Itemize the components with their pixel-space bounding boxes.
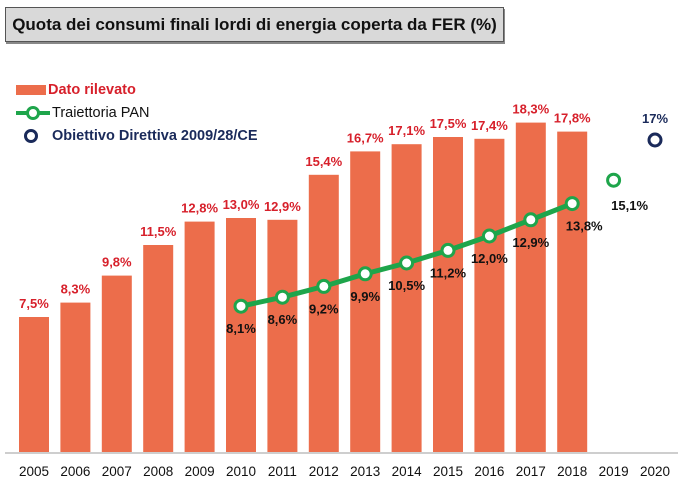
pan-point-2012 (316, 278, 332, 294)
bar-label-2008: 11,5% (140, 224, 177, 239)
pan-label-2019: 15,1% (611, 198, 648, 213)
bar-2016 (474, 138, 505, 453)
pan-label-2017: 12,9% (512, 235, 549, 250)
bar-label-2015: 17,5% (430, 116, 467, 131)
bar-2014 (391, 144, 422, 452)
bar-label-2007: 9,8% (102, 255, 132, 270)
legend-bar-swatch (16, 84, 46, 95)
pan-point-2010 (233, 298, 249, 314)
bar-label-2006: 8,3% (61, 282, 91, 297)
bar-2015 (433, 137, 463, 452)
bar-label-2016: 17,4% (471, 118, 508, 133)
bar-label-2011: 12,9% (264, 199, 301, 214)
legend-label: Dato rilevato (48, 81, 136, 98)
x-tick-label-2014: 2014 (392, 464, 423, 479)
target-label-2020: 17% (642, 111, 668, 126)
legend-line-swatch (16, 107, 50, 119)
pan-point-2017 (523, 212, 539, 228)
pan-label-2010: 8,1% (226, 321, 256, 336)
x-tick-label-2019: 2019 (599, 464, 629, 479)
x-tick-label-2017: 2017 (516, 464, 546, 479)
x-tick-label-2018: 2018 (557, 464, 587, 479)
x-tick-label-2008: 2008 (143, 464, 173, 479)
pan-label-2011: 8,6% (268, 312, 298, 327)
pan-point-2015 (440, 242, 456, 258)
legend: Dato rilevato Traiettoria PAN Obiettivo … (16, 78, 258, 147)
x-tick-label-2020: 2020 (640, 464, 670, 479)
pan-point-2014 (399, 255, 415, 271)
legend-item-obiettivo: Obiettivo Direttiva 2009/28/CE (16, 124, 258, 147)
legend-item-traiettoria-pan: Traiettoria PAN (16, 101, 258, 124)
bar-label-2017: 18,3% (512, 102, 549, 117)
pan-label-2015: 11,2% (430, 265, 467, 280)
bar-2005 (19, 317, 49, 452)
x-tick-label-2005: 2005 (19, 464, 49, 479)
legend-label: Obiettivo Direttiva 2009/28/CE (52, 127, 258, 144)
chart-title: Quota dei consumi finali lordi di energi… (5, 7, 504, 42)
bar-2017 (515, 122, 546, 452)
pan-label-2018: 13,8% (566, 219, 603, 234)
target-point-2020 (647, 132, 663, 148)
pan-point-2013 (357, 266, 373, 282)
x-tick-label-2006: 2006 (60, 464, 90, 479)
bar-2010 (226, 218, 256, 452)
x-tick-label-2013: 2013 (350, 464, 380, 479)
pan-label-2016: 12,0% (471, 251, 508, 266)
x-tick-label-2009: 2009 (185, 464, 215, 479)
pan-point-2018 (564, 196, 580, 212)
bar-2018 (557, 131, 588, 452)
x-tick-label-2015: 2015 (433, 464, 463, 479)
bar-2012 (308, 174, 339, 453)
bar-label-2010: 13,0% (223, 197, 260, 212)
legend-label: Traiettoria PAN (52, 104, 150, 121)
pan-point-2019 (606, 172, 622, 188)
x-tick-label-2012: 2012 (309, 464, 339, 479)
bar-2008 (143, 245, 174, 452)
bar-label-2009: 12,8% (181, 201, 218, 216)
x-tick-label-2016: 2016 (474, 464, 504, 479)
pan-label-2014: 10,5% (388, 278, 425, 293)
x-tick-label-2010: 2010 (226, 464, 256, 479)
legend-item-dato-rilevato: Dato rilevato (16, 78, 258, 101)
legend-circle-swatch (24, 128, 38, 143)
pan-label-2013: 9,9% (350, 289, 380, 304)
pan-point-2016 (481, 228, 497, 244)
bar-label-2013: 16,7% (347, 130, 384, 145)
pan-label-2012: 9,2% (309, 301, 339, 316)
x-tick-label-2007: 2007 (102, 464, 132, 479)
bar-2009 (184, 221, 215, 452)
bar-label-2018: 17,8% (554, 111, 591, 126)
bar-2013 (350, 151, 381, 452)
bar-label-2012: 15,4% (305, 154, 342, 169)
x-tick-label-2011: 2011 (268, 464, 297, 479)
bar-2007 (101, 275, 132, 452)
bar-label-2014: 17,1% (388, 123, 425, 138)
pan-point-2011 (274, 289, 290, 305)
bar-2011 (267, 219, 298, 452)
bar-label-2005: 7,5% (19, 296, 49, 311)
bar-2006 (60, 302, 91, 452)
